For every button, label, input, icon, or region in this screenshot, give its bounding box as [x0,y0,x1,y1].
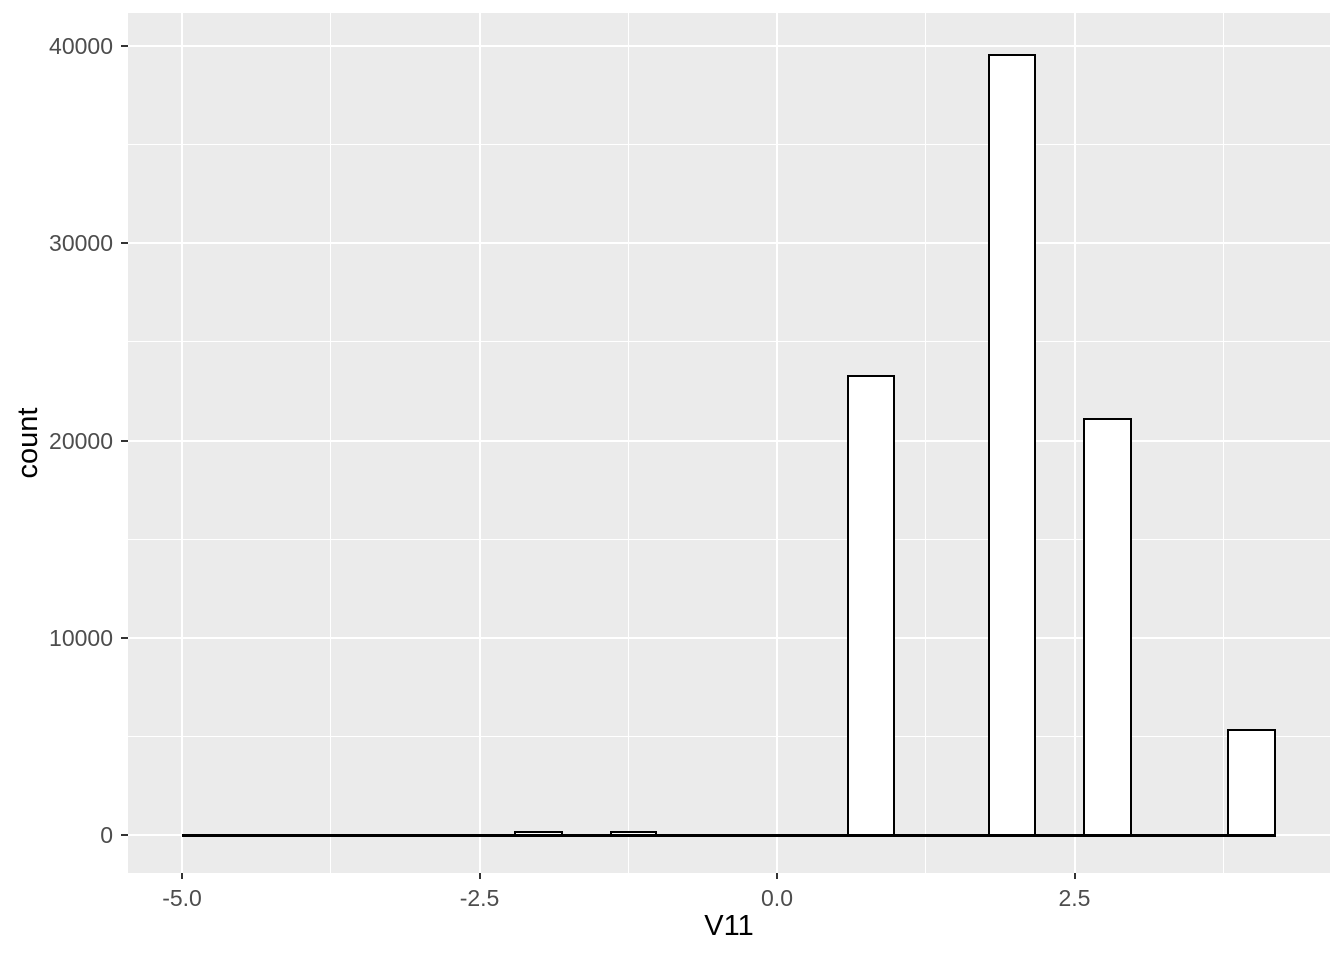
x-axis-tick-label: 0.0 [761,885,793,911]
y-minor-gridline [128,143,1330,145]
x-minor-gridline [925,13,927,873]
x-minor-gridline [1222,13,1224,873]
x-tick-mark [1073,873,1076,879]
histogram-bar [514,830,563,836]
y-axis-tick-label: 40000 [49,32,113,59]
y-tick-mark [121,439,128,442]
y-axis-tick-label: 30000 [49,230,113,257]
y-tick-mark [121,637,128,640]
histogram-bar [1082,417,1132,836]
histogram-bar [987,53,1037,836]
histogram-bar [847,375,895,836]
y-major-gridline [128,44,1330,47]
x-axis-tick-label: -2.5 [459,885,500,911]
x-major-gridline [181,13,184,873]
x-axis-title: V11 [704,910,754,942]
x-minor-gridline [627,13,629,873]
y-tick-mark [121,44,128,47]
x-major-gridline [478,13,481,873]
x-major-gridline [1073,13,1076,873]
y-tick-mark [121,834,128,837]
y-axis-tick-label: 20000 [49,427,113,454]
histogram-bar [610,830,657,836]
y-axis-tick-label: 10000 [49,625,113,652]
y-minor-gridline [128,341,1330,343]
y-axis-tick-label: 0 [100,822,113,849]
x-tick-mark [776,873,779,879]
x-major-gridline [776,13,779,873]
x-axis-tick-label: -5.0 [162,885,202,911]
histogram-baseline [182,833,1276,837]
y-major-gridline [128,637,1330,640]
y-axis-title: count [12,407,44,479]
histogram-bar [1226,728,1276,836]
y-minor-gridline [128,736,1330,738]
y-major-gridline [128,439,1330,442]
y-minor-gridline [128,538,1330,540]
y-tick-mark [121,242,128,245]
x-tick-mark [478,873,481,879]
x-tick-mark [181,873,184,879]
x-minor-gridline [330,13,332,873]
x-axis-tick-label: 2.5 [1058,885,1091,911]
plot-panel [128,13,1330,873]
y-major-gridline [128,242,1330,245]
